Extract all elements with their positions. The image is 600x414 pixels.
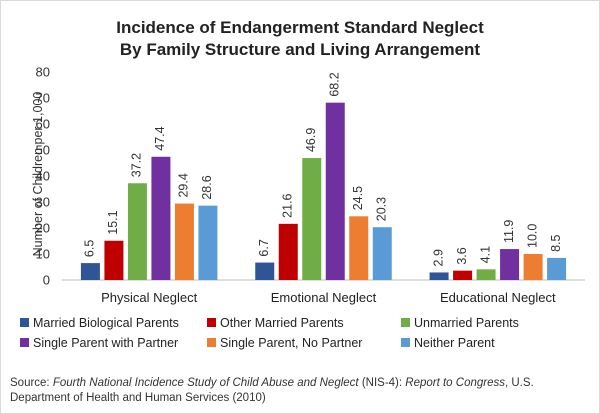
y-axis-label: Number of Children per 1,000: [31, 92, 45, 257]
source-prefix: Source:: [10, 377, 53, 389]
bar: [278, 223, 298, 280]
data-label: 10.0: [525, 224, 539, 248]
bar: [104, 240, 124, 280]
legend: Married Biological Parents Other Married …: [20, 316, 519, 350]
bar: [198, 205, 218, 280]
bar: [453, 270, 473, 280]
data-label: 6.5: [83, 240, 97, 257]
category-label: Educational Neglect: [440, 290, 556, 305]
data-label: 2.9: [431, 249, 445, 266]
bar: [127, 183, 147, 280]
bar: [325, 102, 345, 281]
source-study: Fourth National Incidence Study of Child…: [52, 377, 359, 389]
legend-swatch: [401, 318, 410, 327]
data-label: 28.6: [200, 175, 214, 199]
bar: [349, 216, 369, 280]
y-tick-label: 70: [36, 91, 50, 106]
data-label: 11.9: [502, 220, 516, 243]
y-tick-label: 80: [36, 65, 50, 80]
data-label: 24.5: [351, 186, 365, 210]
bar: [429, 272, 449, 280]
legend-swatch: [207, 338, 216, 347]
bar: [302, 158, 322, 280]
y-tick-label: 40: [36, 169, 50, 184]
y-tick-label: 10: [36, 247, 50, 262]
source-abbrev: (NIS-4):: [358, 377, 406, 389]
bars: [80, 102, 567, 281]
y-tick-label: 0: [43, 273, 50, 288]
legend-swatch: [20, 338, 29, 347]
data-labels: 6.5 15.1 37.2 47.4 29.4 28.6 6.7 21.6 46.9 68.2 24…: [83, 72, 563, 266]
y-axis-ticks: 0 10 20 30 40 50 60 70 80: [36, 65, 50, 288]
legend-label: Other Married Parents: [220, 316, 344, 330]
data-label: 21.6: [281, 193, 295, 217]
bar: [476, 269, 496, 280]
legend-swatch: [401, 338, 410, 347]
legend-label: Neither Parent: [414, 336, 495, 350]
data-label: 8.5: [549, 234, 563, 251]
bar: [80, 263, 100, 280]
bar: [500, 249, 520, 280]
legend-label: Single Parent with Partner: [33, 336, 178, 350]
legend-swatch: [207, 318, 216, 327]
source-report: Report to Congress: [405, 377, 505, 389]
y-tick-label: 30: [36, 195, 50, 210]
source-rest: , U.S. Department of Health and Human Se…: [10, 377, 534, 404]
data-label: 4.1: [478, 246, 492, 263]
bar: [151, 156, 171, 280]
bar: [523, 254, 543, 280]
data-label: 15.1: [106, 210, 120, 234]
category-label: Physical Neglect: [101, 290, 197, 305]
bar: [372, 227, 392, 280]
legend-label: Single Parent, No Partner: [220, 336, 362, 350]
category-labels: Physical Neglect Emotional Neglect Educati…: [101, 290, 556, 305]
legend-label: Unmarried Parents: [414, 316, 519, 330]
chart-title-line: By Family Structure and Living Arrangeme…: [120, 40, 481, 59]
data-label: 68.2: [328, 72, 342, 96]
legend-label: Married Biological Parents: [33, 316, 179, 330]
legend-swatch: [20, 318, 29, 327]
data-label: 37.2: [130, 153, 144, 177]
data-label: 46.9: [304, 128, 318, 152]
source-note: Source: Fourth National Incidence Study …: [10, 376, 590, 406]
chart-title: Incidence of Endangerment Standard Negle…: [116, 18, 484, 59]
y-tick-label: 60: [36, 117, 50, 132]
chart-title-line: Incidence of Endangerment Standard Negle…: [116, 18, 484, 37]
bar: [255, 262, 275, 280]
data-label: 29.4: [177, 173, 191, 197]
y-tick-label: 50: [36, 143, 50, 158]
bar: [174, 203, 194, 280]
y-tick-label: 20: [36, 221, 50, 236]
data-label: 20.3: [375, 197, 389, 221]
category-label: Emotional Neglect: [271, 290, 377, 305]
data-label: 6.7: [257, 239, 271, 256]
bar: [547, 257, 567, 280]
data-label: 47.4: [153, 126, 167, 150]
data-label: 3.6: [455, 247, 469, 264]
